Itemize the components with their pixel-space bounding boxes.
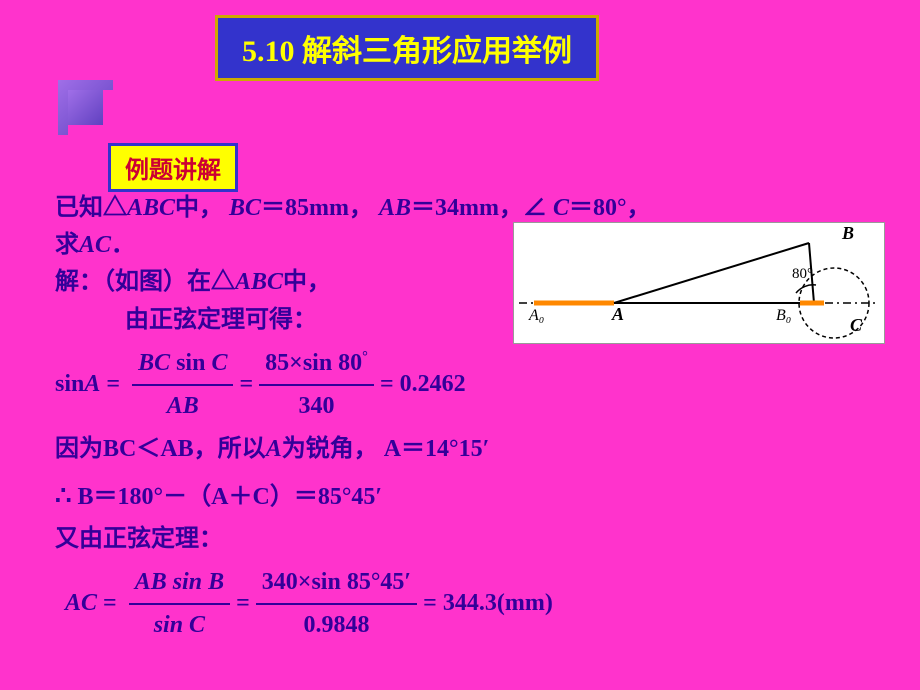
- solution-line3: 因为BC＜AB，所以A为锐角， A＝14°15′: [55, 431, 875, 468]
- problem-line2: 求AC．: [55, 227, 875, 264]
- decoration-block: [58, 80, 113, 135]
- solution-line4: ∴ B＝180°－（A＋C）＝85°45′: [55, 476, 875, 516]
- section-subtitle: 例题讲解: [108, 143, 238, 192]
- page-title: 5.10 解斜三角形应用举例: [215, 15, 599, 81]
- content-body: 已知△ABC中， BC＝85mm， AB＝34mm，∠ C＝80°， 求AC． …: [55, 190, 875, 650]
- solution-line1: 解：（如图）在△ABC中，: [55, 264, 875, 301]
- problem-line1: 已知△ABC中， BC＝85mm， AB＝34mm，∠ C＝80°，: [55, 190, 875, 227]
- solution-line5: 又由正弦定理：: [55, 521, 875, 558]
- equation-1: sin A = BC sin C AB = 85×sin 80° 340 = 0…: [55, 345, 875, 425]
- equation-2: AC = AB sin B sin C = 340×sin 85°45′ 0.9…: [65, 564, 875, 644]
- solution-line2: 由正弦定理可得：: [55, 302, 875, 339]
